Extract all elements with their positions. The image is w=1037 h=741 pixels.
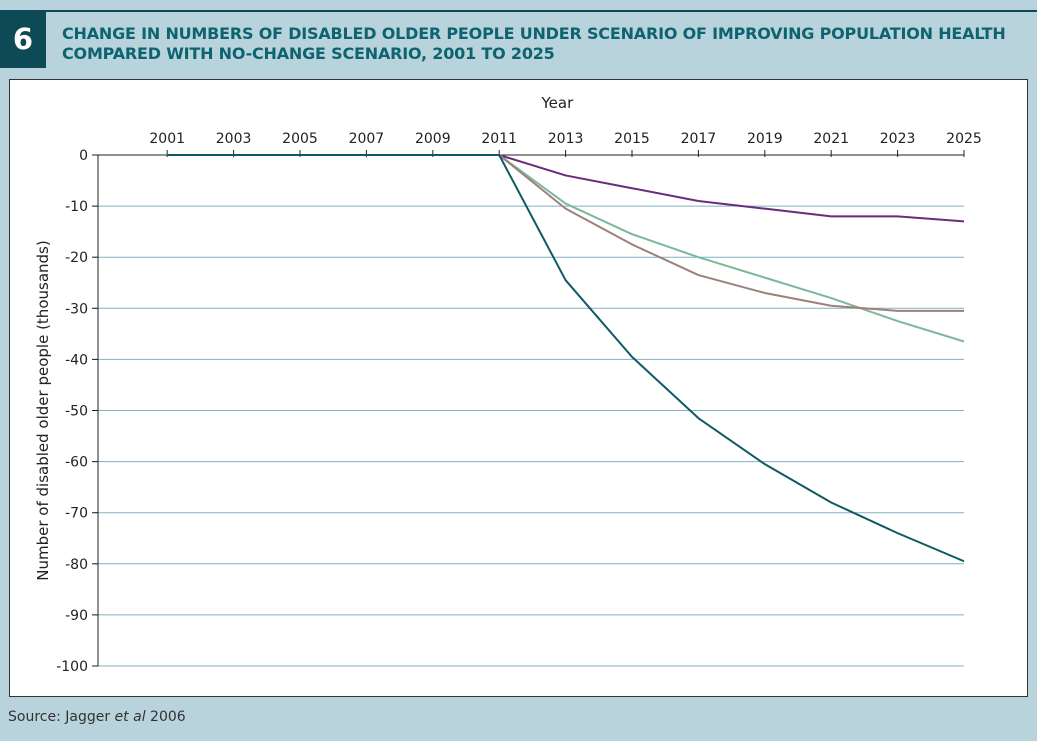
x-tick-label: 2015 [614, 131, 650, 147]
top-rule [0, 10, 1037, 12]
y-tick-label: -40 [65, 352, 88, 368]
x-tick-label: 2007 [349, 131, 385, 147]
x-tick-label: 2019 [747, 131, 783, 147]
source-note: Source: Jagger et al 2006 [8, 709, 186, 725]
x-tick-label: 2011 [481, 131, 517, 147]
y-tick-label: -30 [65, 301, 88, 317]
x-axis-title: Year [541, 94, 575, 112]
x-tick-label: 2009 [415, 131, 451, 147]
figure-title: CHANGE IN NUMBERS OF DISABLED OLDER PEOP… [62, 24, 1006, 63]
series-line-1 [167, 154, 965, 223]
y-tick-label: -90 [65, 608, 88, 624]
x-tick-label: 2023 [880, 131, 916, 147]
x-tick-label: 2025 [946, 131, 982, 147]
x-tick-label: 2005 [282, 131, 318, 147]
source-prefix: Source: Jagger [8, 709, 115, 725]
y-tick-label: -70 [65, 506, 88, 522]
series-line-2 [167, 154, 965, 343]
chart-panel: Year Number of disabled older people (th… [9, 79, 1028, 697]
x-tick-label: 2017 [681, 131, 717, 147]
y-tick-label: -20 [65, 250, 88, 266]
y-tick-label: -10 [65, 199, 88, 215]
x-tick-label: 2003 [216, 131, 252, 147]
series-line-4 [167, 154, 965, 563]
series-line-3 [167, 154, 964, 312]
y-tick-label: -80 [65, 557, 88, 573]
source-authors-italic: et al [114, 709, 146, 725]
source-year: 2006 [145, 709, 186, 725]
y-tick-label: -50 [65, 404, 88, 420]
line-chart: Year Number of disabled older people (th… [34, 94, 982, 675]
x-tick-label: 2001 [149, 131, 185, 147]
y-tick-label: 0 [79, 148, 88, 164]
y-tick-label: -100 [56, 659, 88, 675]
x-tick-label: 2013 [548, 131, 584, 147]
x-tick-label: 2021 [813, 131, 849, 147]
y-axis-title: Number of disabled older people (thousan… [34, 240, 52, 580]
figure-number-badge: 6 [0, 10, 46, 68]
y-tick-label: -60 [65, 455, 88, 471]
